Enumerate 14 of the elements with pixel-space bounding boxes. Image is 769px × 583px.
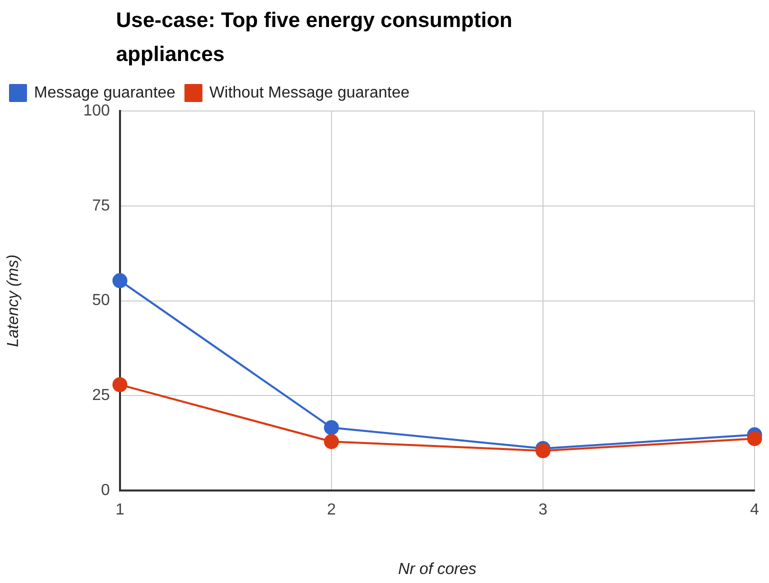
y-axis-title: Latency (ms)	[5, 254, 22, 348]
y-tick-label: 50	[92, 292, 110, 310]
x-tick-label: 4	[750, 502, 760, 519]
chart-title: Use-case: Top five energy consumption appliances	[116, 8, 514, 68]
y-tick-label: 0	[100, 482, 110, 500]
legend-label: Message guarantee	[34, 84, 176, 102]
x-tick-label: 1	[115, 502, 124, 519]
y-tick-label: 25	[92, 387, 110, 404]
x-axis-title: Nr of cores	[398, 560, 476, 578]
x-tick-label: 2	[326, 502, 336, 519]
x-tick-label: 3	[538, 502, 548, 519]
legend-label: Without Message guarantee	[209, 84, 410, 102]
y-tick-label: 75	[92, 197, 110, 214]
y-tick-label: 100	[83, 102, 110, 120]
